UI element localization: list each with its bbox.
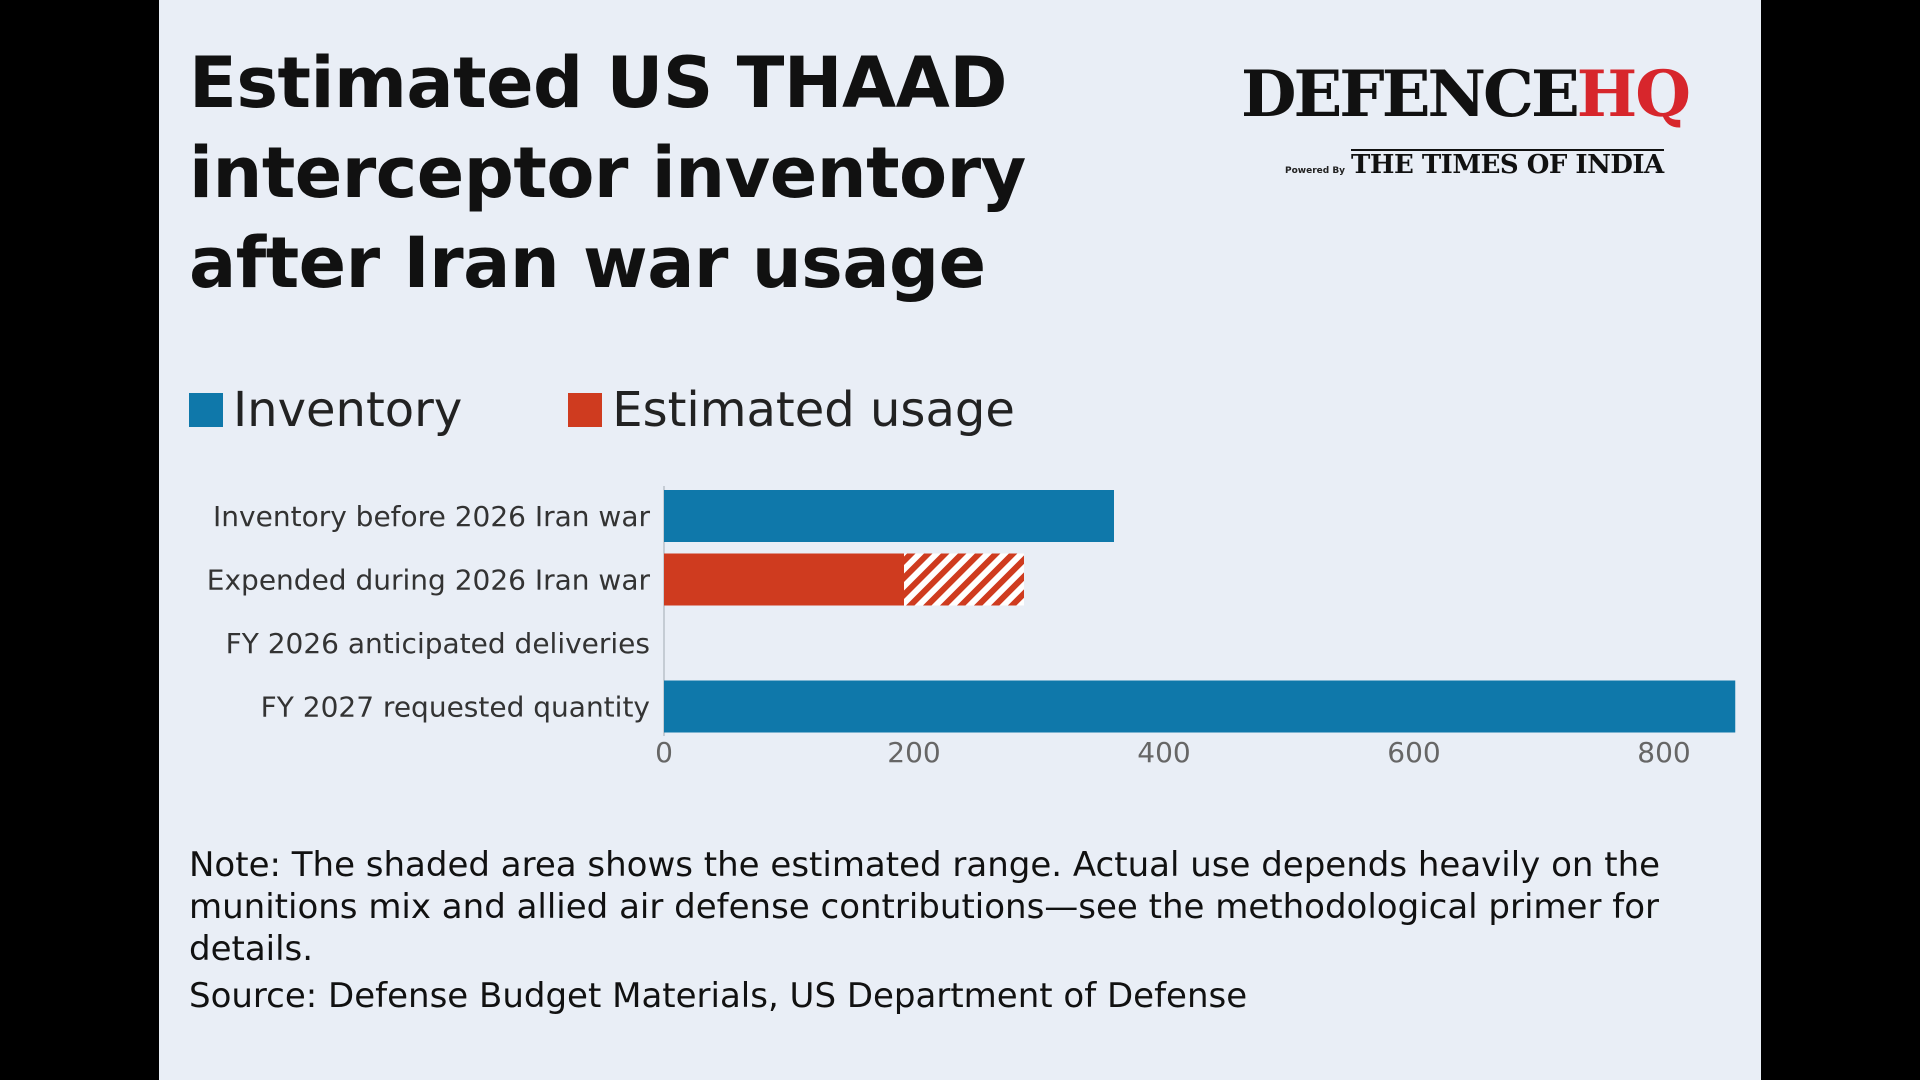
chart-note: Note: The shaded area shows the estimate… xyxy=(189,845,1661,969)
category-label: FY 2027 requested quantity xyxy=(261,691,650,724)
category-label: FY 2026 anticipated deliveries xyxy=(226,627,650,660)
brand-name-accent: HQ xyxy=(1576,57,1691,132)
bar-inventory xyxy=(664,680,1736,733)
x-tick-label: 800 xyxy=(1637,736,1690,769)
brand-publisher-line: Powered By THE TIMES OF INDIA xyxy=(1285,149,1664,179)
x-tick-label: 200 xyxy=(887,736,940,769)
legend-label-inventory: Inventory xyxy=(233,382,463,438)
chart-card: Estimated US THAAD interceptor inventory… xyxy=(159,0,1761,1080)
x-tick-label: 400 xyxy=(1137,736,1190,769)
title-line-1: Estimated US THAAD xyxy=(189,42,1007,124)
legend-swatch-inventory xyxy=(189,393,223,427)
brand-publisher: THE TIMES OF INDIA xyxy=(1351,149,1664,180)
bar-usage-range xyxy=(904,553,1024,606)
legend-item-usage: Estimated usage xyxy=(568,382,1015,438)
defencehq-logo: DEFENCEHQ Powered By THE TIMES OF INDIA xyxy=(1241,55,1751,195)
bar-estimated-usage xyxy=(664,553,904,606)
title-line-2: interceptor inventory xyxy=(189,132,1026,214)
x-tick-label: 600 xyxy=(1387,736,1440,769)
legend-item-inventory: Inventory xyxy=(189,382,462,438)
title-line-3: after Iran war usage xyxy=(189,222,986,304)
chart-source: Source: Defense Budget Materials, US Dep… xyxy=(189,976,1248,1016)
bar-chart: Inventory before 2026 Iran war Expended d… xyxy=(207,486,1736,769)
legend-swatch-usage xyxy=(568,393,603,427)
x-tick-label: 0 xyxy=(655,736,673,769)
chart-title: Estimated US THAAD interceptor inventory… xyxy=(189,38,1089,308)
brand-powered-by: Powered By xyxy=(1285,166,1346,176)
brand-name-main: DEFENCE xyxy=(1241,57,1580,132)
brand-wordmark: DEFENCEHQ xyxy=(1241,55,1691,135)
category-label: Expended during 2026 Iran war xyxy=(207,564,651,597)
bar-inventory xyxy=(664,490,1114,542)
category-label: Inventory before 2026 Iran war xyxy=(213,500,650,533)
legend-label-usage: Estimated usage xyxy=(612,382,1015,438)
chart-legend: Inventory Estimated usage xyxy=(189,380,1121,440)
